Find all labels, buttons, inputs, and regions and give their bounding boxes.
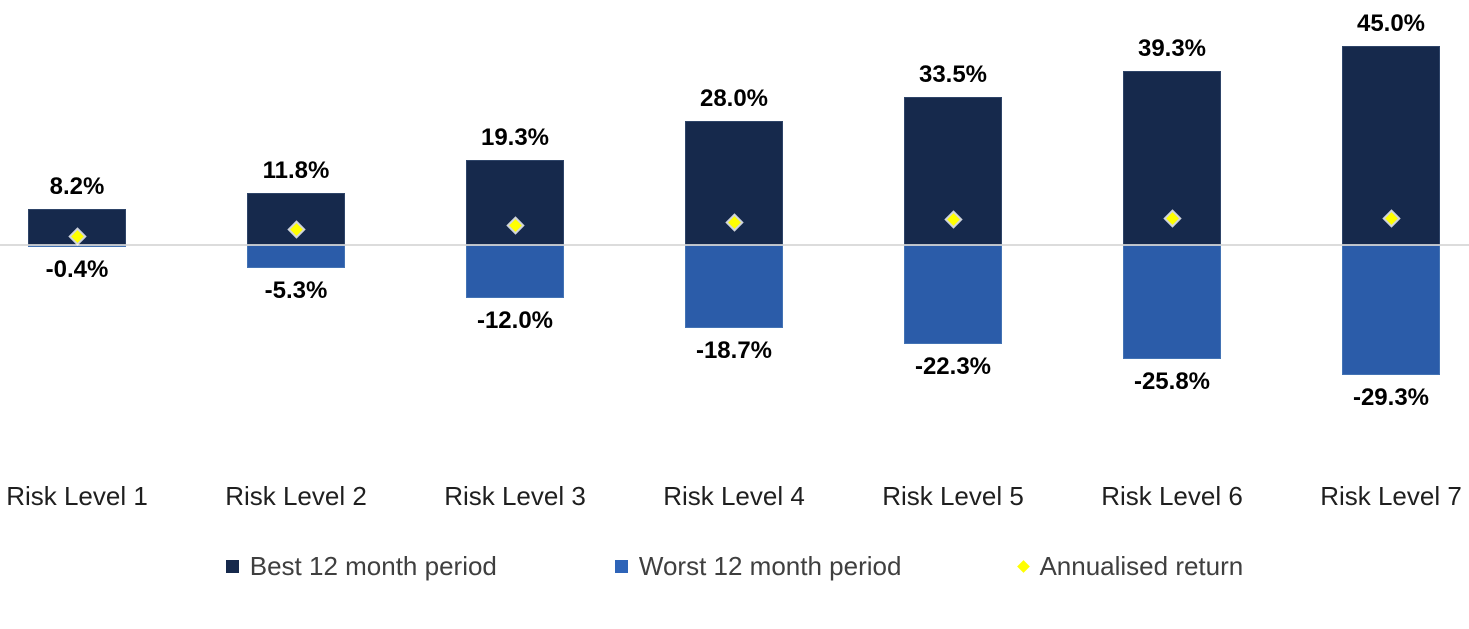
x-axis-label-5: Risk Level 5 [882,481,1024,511]
worst-period-swatch-icon [614,560,628,573]
bar-worst-12-month-period [1342,245,1440,375]
bar-worst-12-month-period [247,245,345,269]
x-axis-label-4: Risk Level 4 [663,481,805,511]
worst-value-label: -18.7% [695,336,773,364]
x-axis-label-6: Risk Level 6 [1101,481,1243,511]
bar-worst-12-month-period [904,245,1002,344]
annualised-return-diamond-icon [1017,560,1031,573]
best-value-label: 45.0% [1356,10,1426,38]
x-axis-label-2: Risk Level 2 [225,481,367,511]
best-period-swatch-icon [225,560,239,573]
worst-value-label: -0.4% [45,255,109,283]
best-value-label: 33.5% [918,60,988,88]
best-value-label: 8.2% [49,172,105,200]
bar-worst-12-month-period [466,245,564,299]
bar-worst-12-month-period [1123,245,1221,360]
chart-legend: Best 12 month period Worst 12 month peri… [0,551,1469,582]
x-axis-label-7: Risk Level 7 [1320,481,1462,511]
bar-best-12-month-period [247,192,345,245]
x-axis-label-3: Risk Level 3 [444,481,586,511]
worst-value-label: -5.3% [264,277,328,305]
worst-value-label: -22.3% [914,352,992,380]
legend-label-worst: Worst 12 month period [638,551,902,581]
legend-item-annualised: Annualised return [1017,551,1244,582]
zero-axis-line [0,244,1469,246]
worst-value-label: -12.0% [476,307,554,335]
legend-label-best: Best 12 month period [249,551,497,581]
best-value-label: 39.3% [1137,35,1207,63]
legend-item-worst: Worst 12 month period [614,551,902,582]
x-axis-label-1: Risk Level 1 [6,481,148,511]
best-value-label: 28.0% [699,85,769,113]
legend-label-annualised: Annualised return [1039,551,1244,581]
worst-value-label: -25.8% [1133,368,1211,396]
best-value-label: 19.3% [480,123,550,151]
bar-worst-12-month-period [685,245,783,328]
worst-value-label: -29.3% [1352,383,1430,411]
legend-item-best: Best 12 month period [225,551,497,582]
best-value-label: 11.8% [262,156,330,184]
